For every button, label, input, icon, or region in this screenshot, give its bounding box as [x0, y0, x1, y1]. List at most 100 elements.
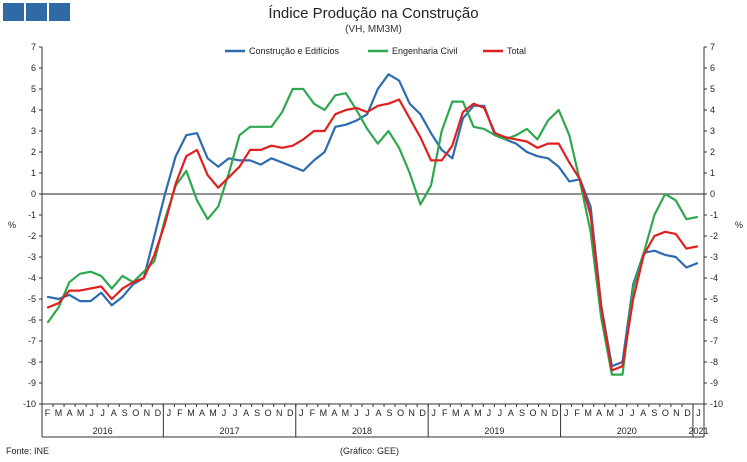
- y-tick-label-right: -3: [710, 252, 718, 262]
- year-label: 2017: [220, 426, 240, 436]
- month-tick-label: S: [519, 408, 525, 418]
- month-tick-label: D: [419, 408, 426, 418]
- month-tick-label: J: [222, 408, 227, 418]
- y-tick-label-right: 4: [710, 105, 715, 115]
- y-tick-label-left: 7: [31, 42, 36, 52]
- chart-title: Índice Produção na Construção: [268, 5, 479, 22]
- month-tick-label: O: [132, 408, 139, 418]
- year-label: 2019: [484, 426, 504, 436]
- legend-label: Total: [507, 46, 526, 56]
- y-tick-label-left: 4: [31, 105, 36, 115]
- month-tick-label: M: [187, 408, 195, 418]
- month-tick-label: D: [155, 408, 162, 418]
- month-tick-label: M: [342, 408, 350, 418]
- month-tick-label: D: [287, 408, 294, 418]
- chart-series: [46, 73, 699, 376]
- y-tick-label-left: -1: [28, 210, 36, 220]
- chart-axes: -10 -10-9 -9-8 -8-7 -7-6 -6-5 -5-4 -4-3 -3-2 -2-1…: [8, 42, 743, 438]
- month-tick-label: A: [331, 408, 337, 418]
- credit-note: (Gráfico: GEE): [340, 446, 400, 456]
- month-tick-label: F: [574, 408, 580, 418]
- month-tick-label: A: [376, 408, 382, 418]
- month-tick-label: N: [673, 408, 680, 418]
- logo: [3, 3, 70, 21]
- month-tick-label: A: [640, 408, 646, 418]
- legend-label: Engenharia Civil: [392, 46, 458, 56]
- month-tick-label: F: [310, 408, 316, 418]
- month-tick-label: F: [45, 408, 51, 418]
- y-tick-label-left: 3: [31, 126, 36, 136]
- month-tick-label: A: [464, 408, 470, 418]
- y-tick-label-right: 7: [710, 42, 715, 52]
- legend-label: Construção e Edifícios: [249, 46, 340, 56]
- month-tick-label: N: [541, 408, 548, 418]
- logo-square: [49, 3, 70, 21]
- y-tick-label-right: -2: [710, 231, 718, 241]
- y-tick-label-right: 6: [710, 63, 715, 73]
- y-tick-label-left: 2: [31, 147, 36, 157]
- month-tick-label: A: [199, 408, 205, 418]
- y-tick-label-right: -1: [710, 210, 718, 220]
- y-axis-label-right: %: [735, 220, 743, 230]
- series-line: [46, 98, 699, 372]
- y-tick-label-left: -8: [28, 357, 36, 367]
- month-tick-label: M: [209, 408, 217, 418]
- y-tick-label-right: -9: [710, 378, 718, 388]
- y-tick-label-left: -2: [28, 231, 36, 241]
- month-tick-label: F: [442, 408, 448, 418]
- series-line: [46, 73, 699, 368]
- chart-legend: Construção e Edifícios Engenharia Civil To…: [225, 46, 526, 56]
- month-tick-label: J: [299, 408, 304, 418]
- month-tick-label: J: [431, 408, 436, 418]
- year-label: 2021: [688, 426, 708, 436]
- month-tick-label: O: [397, 408, 404, 418]
- y-tick-label-left: 1: [31, 168, 36, 178]
- month-tick-label: N: [276, 408, 283, 418]
- y-tick-label-left: -10: [23, 399, 36, 409]
- y-tick-label-right: -4: [710, 273, 718, 283]
- month-tick-label: M: [474, 408, 482, 418]
- month-tick-label: S: [122, 408, 128, 418]
- y-tick-label-left: 0: [31, 189, 36, 199]
- y-tick-label-right: -5: [710, 294, 718, 304]
- month-tick-label: A: [243, 408, 249, 418]
- month-tick-label: J: [498, 408, 503, 418]
- month-tick-label: J: [354, 408, 359, 418]
- month-tick-label: M: [606, 408, 614, 418]
- month-tick-label: S: [387, 408, 393, 418]
- month-tick-label: S: [651, 408, 657, 418]
- month-tick-label: J: [487, 408, 492, 418]
- month-tick-label: F: [177, 408, 183, 418]
- line-chart: Construção e Edifícios Engenharia Civil To…: [8, 42, 743, 438]
- month-tick-label: O: [265, 408, 272, 418]
- month-tick-label: J: [619, 408, 624, 418]
- month-tick-label: J: [89, 408, 94, 418]
- year-label: 2018: [352, 426, 372, 436]
- y-tick-label-left: -5: [28, 294, 36, 304]
- y-tick-label-left: -3: [28, 252, 36, 262]
- month-tick-label: S: [254, 408, 260, 418]
- month-tick-label: J: [167, 408, 172, 418]
- year-label: 2016: [93, 426, 113, 436]
- y-tick-label-right: 1: [710, 168, 715, 178]
- month-tick-label: A: [111, 408, 117, 418]
- month-tick-label: J: [696, 408, 701, 418]
- chart-subtitle: (VH, MM3M): [345, 24, 402, 35]
- month-tick-label: A: [596, 408, 602, 418]
- month-tick-label: M: [55, 408, 63, 418]
- month-tick-label: D: [552, 408, 559, 418]
- y-tick-label-left: -4: [28, 273, 36, 283]
- month-tick-label: J: [564, 408, 569, 418]
- y-axis-label-left: %: [8, 220, 16, 230]
- y-tick-label-right: 0: [710, 189, 715, 199]
- month-tick-label: M: [452, 408, 460, 418]
- month-tick-label: A: [67, 408, 73, 418]
- y-tick-label-right: -10: [710, 399, 723, 409]
- y-tick-label-right: -6: [710, 315, 718, 325]
- month-tick-label: D: [684, 408, 691, 418]
- logo-square: [26, 3, 47, 21]
- month-tick-label: J: [365, 408, 370, 418]
- y-tick-label-left: 5: [31, 84, 36, 94]
- month-tick-label: M: [77, 408, 85, 418]
- series-line: [46, 87, 699, 376]
